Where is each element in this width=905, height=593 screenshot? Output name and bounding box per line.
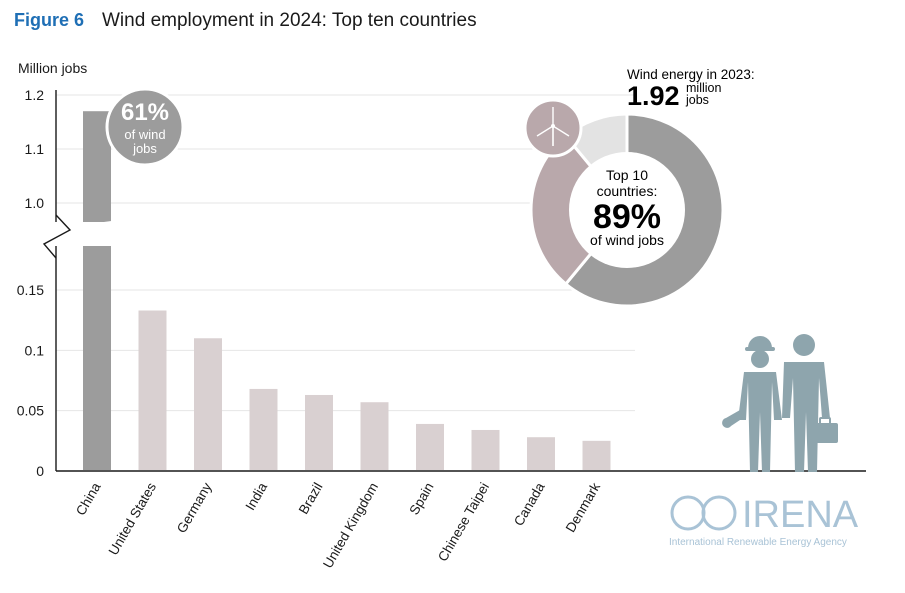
donut-center-line1: Top 10: [606, 167, 648, 183]
x-tick-label: Brazil: [296, 480, 326, 517]
x-tick-label: Canada: [511, 480, 548, 529]
bar-germany: [194, 338, 222, 470]
bar-china: [83, 111, 111, 470]
y-tick-label: 1.0: [25, 195, 45, 211]
x-tick-label: Germany: [174, 480, 215, 536]
x-tick-label: United States: [106, 480, 160, 558]
irena-logo: IRENA International Renewable Energy Age…: [669, 494, 859, 548]
donut-total-value: 1.92: [627, 81, 680, 111]
y-tick-label: 0.15: [17, 282, 44, 298]
y-tick-label: 0: [36, 463, 44, 479]
donut-center-line3: of wind jobs: [590, 232, 664, 248]
workers-icon: [722, 334, 838, 472]
x-tick-label: Denmark: [563, 480, 603, 535]
bar-spain: [416, 423, 444, 470]
donut-total-unit1: million: [686, 81, 721, 95]
logo-name: IRENA: [742, 494, 859, 536]
x-tick-label: Chinese Taipei: [435, 480, 492, 564]
china-share-percent: 61%: [121, 99, 169, 126]
donut-hole: [569, 152, 685, 268]
donut-chart: Top 10 countries: 89% of wind jobs: [529, 112, 725, 308]
bar-canada: [527, 437, 555, 470]
china-share-line2: jobs: [132, 141, 157, 156]
x-tick-label: Spain: [406, 480, 436, 517]
bar-brazil: [305, 394, 333, 470]
x-tick-label: United Kingdom: [320, 480, 381, 571]
bar-united-states: [138, 310, 167, 470]
wind-turbine-icon: [523, 98, 583, 158]
bars: [83, 111, 611, 470]
donut-center-percent: 89%: [593, 198, 661, 236]
x-tick-labels: China United States Germany India BrazilUnit…: [73, 480, 603, 571]
figure-label: Figure 6: [14, 10, 85, 30]
axis-break: [40, 214, 130, 259]
y-axis-label: Million jobs: [18, 60, 88, 76]
donut-center-line2: countries:: [597, 183, 658, 199]
y-tick-label: 1.1: [25, 141, 45, 157]
china-share-line1: of wind: [124, 127, 165, 142]
bar-chinese-taipei: [471, 429, 500, 470]
bar-india: [249, 388, 278, 470]
donut-heading: Wind energy in 2023:: [627, 67, 755, 82]
bar-denmark: [582, 440, 611, 470]
bar-united-kingdom: [360, 402, 389, 470]
donut-total-unit2: jobs: [685, 93, 709, 107]
y-ticks: 1.2 1.1 1.0 0.15 0.1 0.05 0: [17, 87, 44, 479]
y-tick-label: 1.2: [25, 87, 45, 103]
china-share-badge: 61% of wind jobs: [105, 87, 185, 167]
logo-tagline: International Renewable Energy Agency: [669, 537, 847, 548]
figure-title: Wind employment in 2024: Top ten countri…: [102, 10, 477, 31]
y-tick-label: 0.05: [17, 403, 44, 419]
x-tick-label: China: [73, 480, 104, 518]
x-tick-label: India: [242, 480, 270, 513]
y-tick-label: 0.1: [25, 342, 45, 358]
